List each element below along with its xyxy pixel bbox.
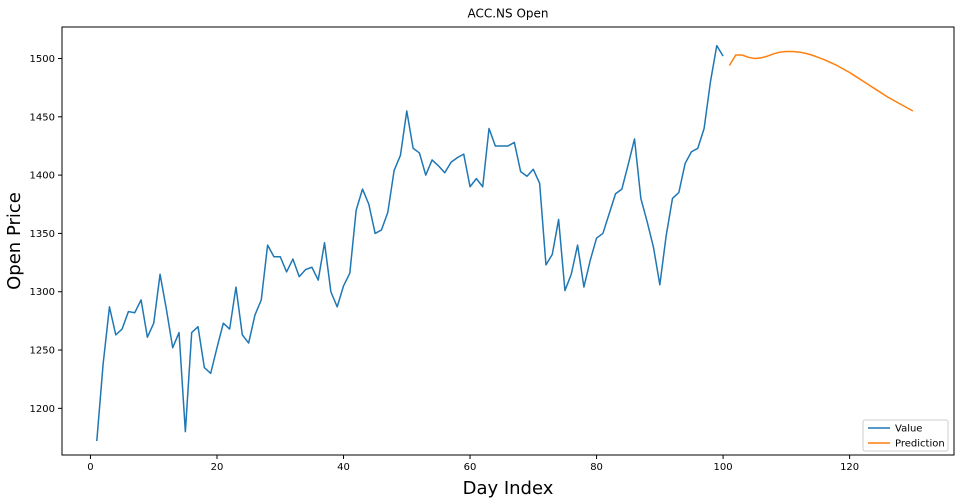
y-tick-label: 1450 bbox=[30, 112, 55, 123]
y-tick-label: 1250 bbox=[30, 346, 55, 357]
y-tick-label: 1300 bbox=[30, 287, 55, 298]
x-tick-label: 100 bbox=[714, 462, 733, 473]
chart-title: ACC.NS Open bbox=[467, 7, 548, 21]
x-tick-label: 120 bbox=[840, 462, 859, 473]
x-tick-label: 60 bbox=[464, 462, 477, 473]
legend-label-value: Value bbox=[895, 424, 922, 435]
x-tick-label: 20 bbox=[211, 462, 224, 473]
x-axis-label: Day Index bbox=[463, 478, 554, 499]
y-tick-label: 1400 bbox=[30, 171, 55, 182]
x-tick-label: 0 bbox=[87, 462, 93, 473]
series-line-prediction bbox=[728, 50, 914, 112]
x-tick-label: 40 bbox=[337, 462, 350, 473]
y-axis-label: Open Price bbox=[4, 192, 25, 290]
y-tick-label: 1500 bbox=[30, 54, 55, 65]
series-layer bbox=[96, 44, 914, 442]
legend-label-prediction: Prediction bbox=[895, 439, 945, 450]
y-tick-label: 1350 bbox=[30, 229, 55, 240]
x-tick-label: 80 bbox=[590, 462, 603, 473]
y-tick-label: 1200 bbox=[30, 404, 55, 415]
ticks-layer: 0 20 40 60 80 100 120 1200 1250 1300 1350 1400 1450 1… bbox=[30, 54, 860, 473]
series-line-value bbox=[96, 44, 724, 442]
legend: Value Prediction bbox=[862, 419, 949, 452]
plot-frame bbox=[61, 26, 955, 456]
